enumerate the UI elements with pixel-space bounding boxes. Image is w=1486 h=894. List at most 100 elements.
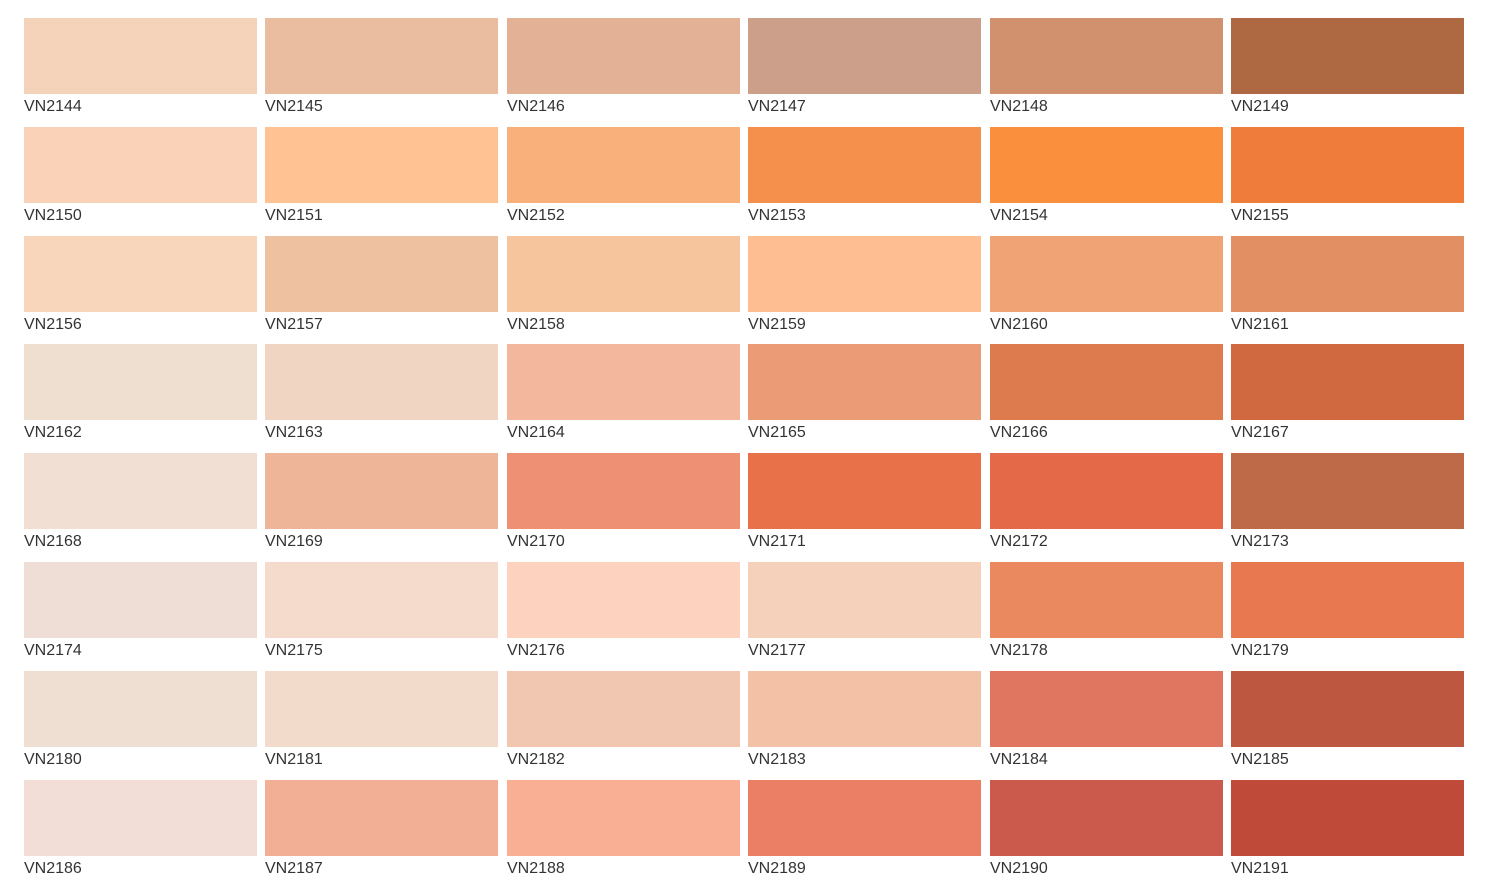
swatch-color-chip[interactable] [24,344,257,420]
swatch-color-chip[interactable] [748,562,981,638]
swatch-card[interactable]: VN2157 [265,236,498,340]
swatch-card[interactable]: VN2145 [265,18,498,122]
swatch-color-chip[interactable] [24,671,257,747]
swatch-color-chip[interactable] [507,453,740,529]
swatch-card[interactable]: VN2162 [24,344,257,448]
swatch-card[interactable]: VN2161 [1231,236,1464,340]
swatch-color-chip[interactable] [507,780,740,856]
swatch-card[interactable]: VN2184 [990,671,1223,775]
swatch-color-chip[interactable] [24,18,257,94]
swatch-color-chip[interactable] [990,453,1223,529]
swatch-color-chip[interactable] [265,236,498,312]
swatch-card[interactable]: VN2190 [990,780,1223,884]
swatch-color-chip[interactable] [507,344,740,420]
swatch-color-chip[interactable] [748,344,981,420]
swatch-card[interactable]: VN2173 [1231,453,1464,557]
swatch-color-chip[interactable] [265,780,498,856]
swatch-card[interactable]: VN2169 [265,453,498,557]
swatch-card[interactable]: VN2153 [748,127,981,231]
swatch-color-chip[interactable] [265,18,498,94]
swatch-color-chip[interactable] [24,780,257,856]
swatch-color-chip[interactable] [990,236,1223,312]
swatch-card[interactable]: VN2179 [1231,562,1464,666]
swatch-card[interactable]: VN2154 [990,127,1223,231]
swatch-color-chip[interactable] [1231,671,1464,747]
swatch-card[interactable]: VN2167 [1231,344,1464,448]
swatch-color-chip[interactable] [1231,18,1464,94]
swatch-color-chip[interactable] [24,127,257,203]
swatch-color-chip[interactable] [265,453,498,529]
swatch-color-chip[interactable] [1231,344,1464,420]
swatch-color-chip[interactable] [748,671,981,747]
swatch-card[interactable]: VN2171 [748,453,981,557]
swatch-card[interactable]: VN2165 [748,344,981,448]
swatch-color-chip[interactable] [990,671,1223,747]
swatch-color-chip[interactable] [990,127,1223,203]
swatch-color-chip[interactable] [507,127,740,203]
swatch-color-chip[interactable] [990,344,1223,420]
swatch-color-chip[interactable] [265,127,498,203]
swatch-card[interactable]: VN2187 [265,780,498,884]
swatch-card[interactable]: VN2178 [990,562,1223,666]
swatch-card[interactable]: VN2155 [1231,127,1464,231]
swatch-code: VN2178 [990,642,1048,659]
swatch-card[interactable]: VN2160 [990,236,1223,340]
swatch-card[interactable]: VN2156 [24,236,257,340]
swatch-card[interactable]: VN2186 [24,780,257,884]
swatch-card[interactable]: VN2170 [507,453,740,557]
swatch-card[interactable]: VN2189 [748,780,981,884]
swatch-card[interactable]: VN2175 [265,562,498,666]
swatch-code: VN2154 [990,207,1048,224]
swatch-card[interactable]: VN2150 [24,127,257,231]
swatch-color-chip[interactable] [265,562,498,638]
swatch-card[interactable]: VN2163 [265,344,498,448]
swatch-card[interactable]: VN2168 [24,453,257,557]
swatch-color-chip[interactable] [24,453,257,529]
swatch-color-chip[interactable] [748,780,981,856]
swatch-color-chip[interactable] [990,562,1223,638]
swatch-color-chip[interactable] [1231,562,1464,638]
swatch-color-chip[interactable] [1231,453,1464,529]
swatch-card[interactable]: VN2188 [507,780,740,884]
swatch-code: VN2167 [1231,424,1289,441]
swatch-card[interactable]: VN2177 [748,562,981,666]
swatch-color-chip[interactable] [507,236,740,312]
swatch-card[interactable]: VN2144 [24,18,257,122]
swatch-color-chip[interactable] [990,780,1223,856]
swatch-color-chip[interactable] [24,236,257,312]
swatch-color-chip[interactable] [990,18,1223,94]
swatch-card[interactable]: VN2182 [507,671,740,775]
swatch-card[interactable]: VN2159 [748,236,981,340]
swatch-color-chip[interactable] [507,671,740,747]
swatch-color-chip[interactable] [1231,236,1464,312]
swatch-card[interactable]: VN2172 [990,453,1223,557]
swatch-card[interactable]: VN2183 [748,671,981,775]
swatch-code: VN2156 [24,316,82,333]
swatch-card[interactable]: VN2185 [1231,671,1464,775]
swatch-color-chip[interactable] [1231,127,1464,203]
swatch-card[interactable]: VN2176 [507,562,740,666]
swatch-card[interactable]: VN2147 [748,18,981,122]
swatch-card[interactable]: VN2181 [265,671,498,775]
swatch-color-chip[interactable] [24,562,257,638]
swatch-color-chip[interactable] [265,344,498,420]
swatch-card[interactable]: VN2149 [1231,18,1464,122]
swatch-color-chip[interactable] [1231,780,1464,856]
swatch-color-chip[interactable] [748,18,981,94]
swatch-card[interactable]: VN2148 [990,18,1223,122]
swatch-card[interactable]: VN2166 [990,344,1223,448]
swatch-color-chip[interactable] [748,236,981,312]
swatch-card[interactable]: VN2151 [265,127,498,231]
swatch-color-chip[interactable] [748,453,981,529]
swatch-card[interactable]: VN2158 [507,236,740,340]
swatch-color-chip[interactable] [265,671,498,747]
swatch-color-chip[interactable] [748,127,981,203]
swatch-card[interactable]: VN2146 [507,18,740,122]
swatch-card[interactable]: VN2152 [507,127,740,231]
swatch-card[interactable]: VN2191 [1231,780,1464,884]
swatch-color-chip[interactable] [507,562,740,638]
swatch-card[interactable]: VN2174 [24,562,257,666]
swatch-color-chip[interactable] [507,18,740,94]
swatch-card[interactable]: VN2180 [24,671,257,775]
swatch-card[interactable]: VN2164 [507,344,740,448]
